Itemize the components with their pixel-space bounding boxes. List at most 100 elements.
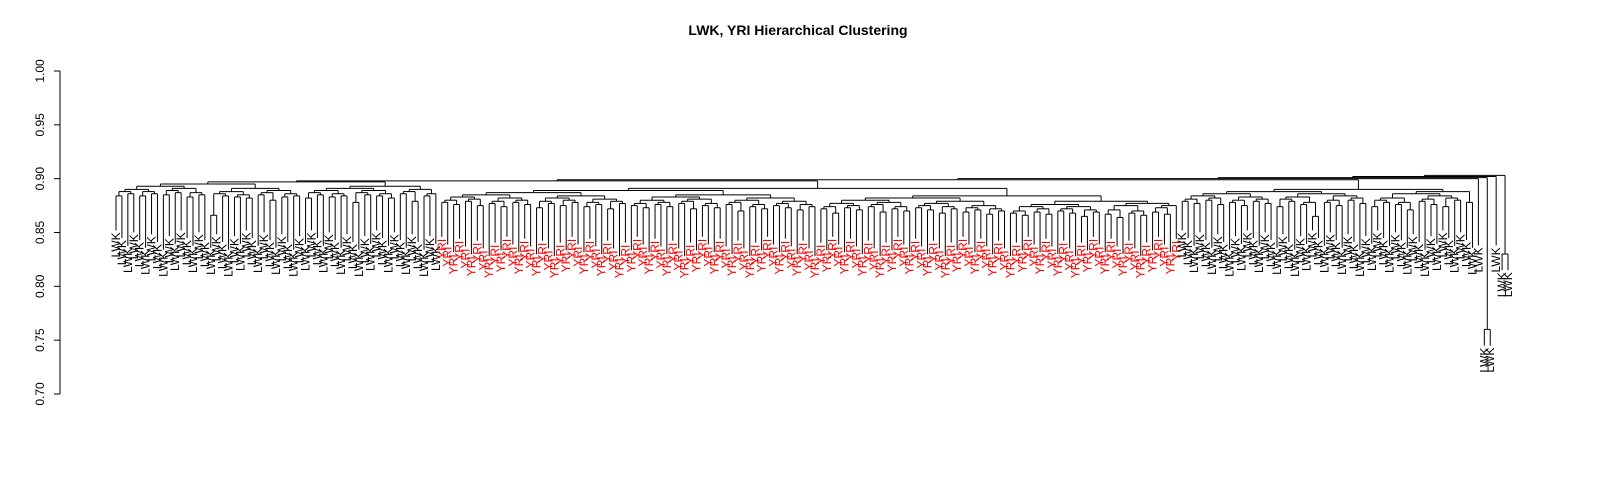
leaf-label-yri: YRI bbox=[1015, 252, 1029, 272]
leaf-label-lwk: LWK bbox=[1418, 252, 1432, 277]
leaf-label-yri: YRI bbox=[601, 243, 615, 263]
leaf-label-lwk: LWK bbox=[1217, 244, 1231, 269]
leaf-label-yri: YRI bbox=[909, 241, 923, 261]
leaf-label-lwk: LWK bbox=[1311, 240, 1325, 265]
leaf-label-lwk: LWK bbox=[115, 240, 129, 265]
leaf-label-yri: YRI bbox=[1122, 243, 1136, 263]
leaf-label-yri: YRI bbox=[695, 239, 709, 259]
leaf-label-yri: YRI bbox=[470, 243, 484, 263]
leaf-label-lwk: LWK bbox=[109, 232, 123, 257]
leaf-label-lwk: LWK bbox=[1495, 272, 1509, 297]
leaf-label-lwk: LWK bbox=[1442, 240, 1456, 265]
leaf-label-yri: YRI bbox=[1152, 239, 1166, 259]
leaf-label-lwk: LWK bbox=[1489, 247, 1503, 272]
leaf-label-yri: YRI bbox=[636, 247, 650, 267]
leaf-label-yri: YRI bbox=[1075, 245, 1089, 265]
leaf-label-yri: YRI bbox=[559, 252, 573, 272]
leaf-label-lwk: LWK bbox=[263, 242, 277, 267]
leaf-label-lwk: LWK bbox=[204, 250, 218, 275]
leaf-label-yri: YRI bbox=[761, 239, 775, 259]
leaf-label-lwk: LWK bbox=[1394, 242, 1408, 267]
leaf-label-lwk: LWK bbox=[1406, 236, 1420, 261]
leaf-label-lwk: LWK bbox=[1471, 247, 1485, 272]
leaf-label-yri: YRI bbox=[980, 248, 994, 268]
y-tick-label: 0.90 bbox=[33, 167, 47, 191]
leaf-label-yri: YRI bbox=[707, 254, 721, 274]
leaf-label-yri: YRI bbox=[1003, 258, 1017, 278]
leaf-label-yri: YRI bbox=[630, 239, 644, 259]
leaf-label-lwk: LWK bbox=[1300, 246, 1314, 271]
leaf-label-yri: YRI bbox=[1157, 247, 1171, 267]
leaf-label-yri: YRI bbox=[518, 241, 532, 261]
leaf-label-lwk: LWK bbox=[1187, 248, 1201, 273]
leaf-label-lwk: LWK bbox=[1223, 252, 1237, 277]
leaf-label-yri: YRI bbox=[541, 250, 555, 270]
leaf-labels: LWKLWKLWKLWKLWKLWKLWKLWKLWKLWKLWKLWKLWKL… bbox=[109, 232, 1515, 372]
leaf-label-lwk: LWK bbox=[174, 232, 188, 257]
leaf-label-lwk: LWK bbox=[1359, 238, 1373, 263]
leaf-label-yri: YRI bbox=[938, 258, 952, 278]
leaf-label-lwk: LWK bbox=[1276, 236, 1290, 261]
leaf-label-yri: YRI bbox=[441, 247, 455, 267]
leaf-label-lwk: LWK bbox=[322, 234, 336, 259]
leaf-label-yri: YRI bbox=[932, 250, 946, 270]
leaf-label-lwk: LWK bbox=[1246, 240, 1260, 265]
leaf-label-yri: YRI bbox=[435, 239, 449, 259]
leaf-label-yri: YRI bbox=[1116, 256, 1130, 276]
dendrogram-branches bbox=[115, 174, 1509, 346]
leaf-label-yri: YRI bbox=[897, 247, 911, 267]
leaf-label-yri: YRI bbox=[962, 247, 976, 267]
leaf-label-yri: YRI bbox=[826, 239, 840, 259]
leaf-label-lwk: LWK bbox=[1240, 232, 1254, 257]
leaf-label-lwk: LWK bbox=[245, 240, 259, 265]
leaf-label-lwk: LWK bbox=[180, 240, 194, 265]
leaf-label-lwk: LWK bbox=[192, 234, 206, 259]
leaf-label-yri: YRI bbox=[891, 239, 905, 259]
leaf-label-lwk: LWK bbox=[216, 244, 230, 269]
leaf-label-yri: YRI bbox=[921, 256, 935, 276]
leaf-label-yri: YRI bbox=[1086, 239, 1100, 259]
leaf-label-lwk: LWK bbox=[387, 234, 401, 259]
leaf-label-yri: YRI bbox=[1104, 241, 1118, 261]
y-tick-label: 0.75 bbox=[33, 328, 47, 352]
leaf-label-yri: YRI bbox=[1009, 245, 1023, 265]
leaf-label-lwk: LWK bbox=[1436, 232, 1450, 257]
leaf-label-yri: YRI bbox=[618, 245, 632, 265]
leaf-label-yri: YRI bbox=[844, 241, 858, 261]
leaf-label-yri: YRI bbox=[1069, 258, 1083, 278]
leaf-label-yri: YRI bbox=[796, 243, 810, 263]
leaf-label-lwk: LWK bbox=[210, 236, 224, 261]
leaf-label-yri: YRI bbox=[648, 241, 662, 261]
leaf-label-yri: YRI bbox=[903, 254, 917, 274]
leaf-label-yri: YRI bbox=[766, 247, 780, 267]
leaf-label-lwk: LWK bbox=[1388, 234, 1402, 259]
leaf-label-lwk: LWK bbox=[127, 234, 141, 259]
leaf-label-yri: YRI bbox=[530, 256, 544, 276]
leaf-label-lwk: LWK bbox=[1460, 242, 1474, 267]
leaf-label-lwk: LWK bbox=[1211, 236, 1225, 261]
leaf-label-lwk: LWK bbox=[381, 248, 395, 273]
leaf-label-lwk: LWK bbox=[399, 250, 413, 275]
leaf-label-lwk: LWK bbox=[1288, 252, 1302, 277]
leaf-label-yri: YRI bbox=[535, 243, 549, 263]
leaf-label-lwk: LWK bbox=[1341, 236, 1355, 261]
leaf-label-yri: YRI bbox=[986, 256, 1000, 276]
leaf-label-lwk: LWK bbox=[358, 238, 372, 263]
leaf-label-yri: YRI bbox=[950, 252, 964, 272]
leaf-label-lwk: LWK bbox=[1477, 348, 1491, 373]
leaf-label-lwk: LWK bbox=[1282, 244, 1296, 269]
leaf-label-lwk: LWK bbox=[411, 244, 425, 269]
leaf-label-yri: YRI bbox=[879, 245, 893, 265]
leaf-label-yri: YRI bbox=[453, 241, 467, 261]
leaf-label-yri: YRI bbox=[701, 247, 715, 267]
leaf-label-yri: YRI bbox=[974, 241, 988, 261]
leaf-label-yri: YRI bbox=[838, 254, 852, 274]
leaf-label-yri: YRI bbox=[464, 256, 478, 276]
leaf-label-yri: YRI bbox=[820, 252, 834, 272]
leaf-label-yri: YRI bbox=[873, 258, 887, 278]
leaf-label-yri: YRI bbox=[1027, 247, 1041, 267]
leaf-label-lwk: LWK bbox=[257, 234, 271, 259]
leaf-label-yri: YRI bbox=[956, 239, 970, 259]
leaf-label-lwk: LWK bbox=[1448, 248, 1462, 273]
leaf-label-lwk: LWK bbox=[1483, 348, 1497, 373]
